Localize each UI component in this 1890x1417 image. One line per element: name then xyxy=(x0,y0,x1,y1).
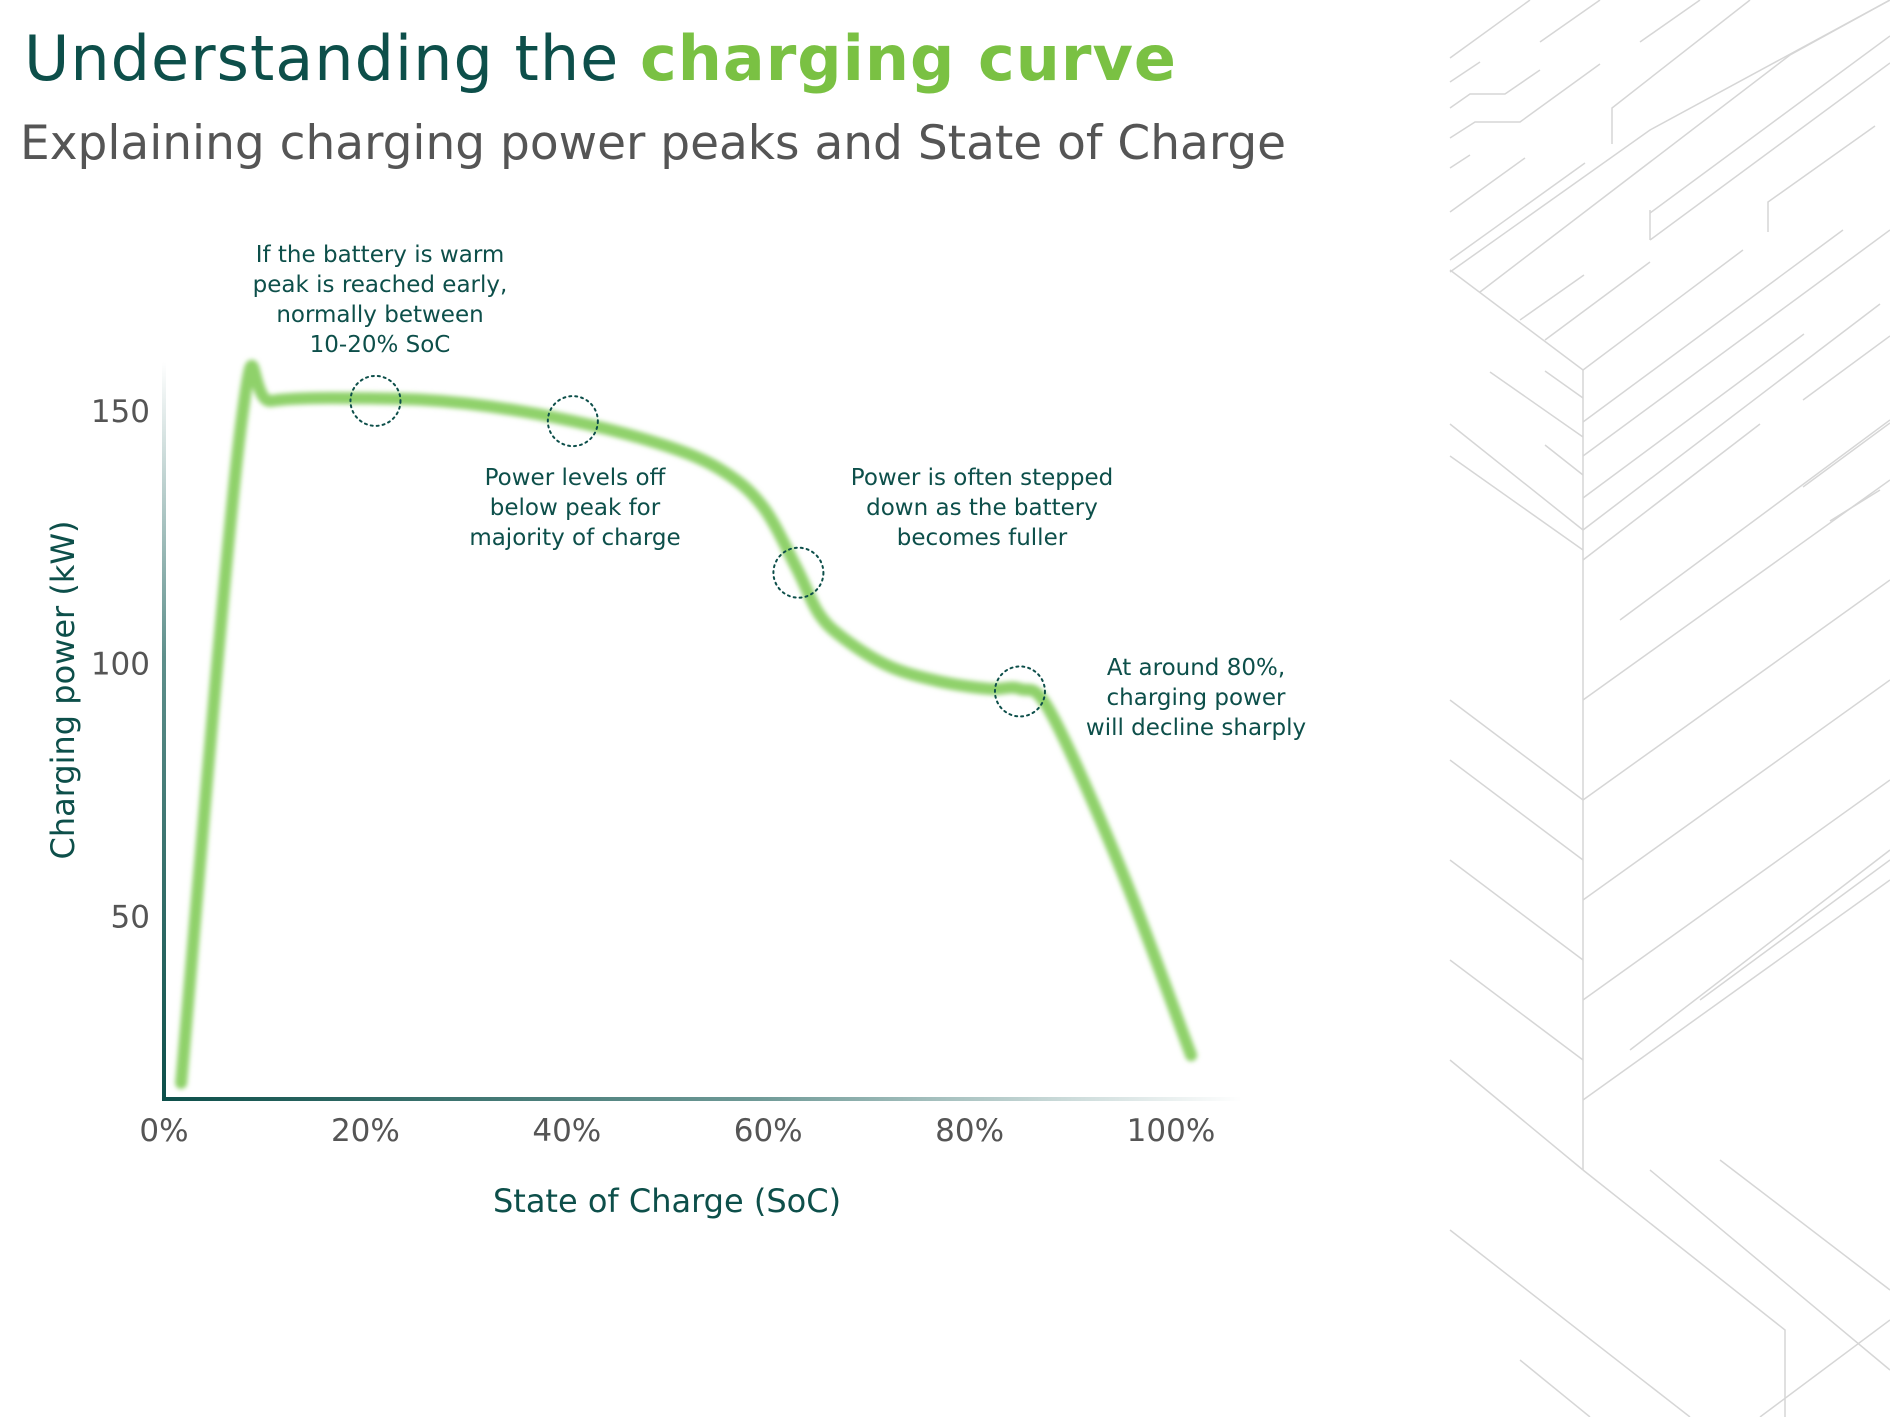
decorative-line xyxy=(1767,125,1876,232)
decorative-line xyxy=(1449,1059,1584,1171)
decorative-line xyxy=(1449,423,1584,531)
x-axis-line xyxy=(162,1097,1242,1101)
y-axis-line xyxy=(162,362,166,1101)
charging-curve-line xyxy=(175,359,1198,1090)
annotation-line: Power is often stepped xyxy=(851,465,1113,491)
decorative-line xyxy=(1759,1319,1890,1417)
decorative-line xyxy=(1649,62,1890,241)
decorative-line xyxy=(1479,0,1890,293)
y-tick-label: 50 xyxy=(111,899,150,935)
page-subtitle: Explaining charging power peaks and Stat… xyxy=(20,116,1287,171)
annotation-line: peak is reached early, xyxy=(253,272,508,298)
y-tick-label: 150 xyxy=(91,394,150,430)
decorative-line xyxy=(1519,274,1585,321)
highlight-circle xyxy=(772,546,825,599)
annotation: If the battery is warm peak is reached ea… xyxy=(253,242,508,358)
highlight-circle xyxy=(349,374,402,427)
decorative-line xyxy=(1719,1159,1890,1291)
decorative-line xyxy=(1582,249,1744,371)
decorative-line xyxy=(1639,0,1701,43)
decorative-line xyxy=(1582,679,1890,901)
annotation-line: becomes fuller xyxy=(897,525,1068,551)
decorative-line xyxy=(1449,63,1601,139)
decorative-line-pattern xyxy=(1449,0,1890,1417)
x-tick-label: 100% xyxy=(1127,1113,1216,1149)
decorative-line xyxy=(1489,371,1584,438)
annotation-line: will decline sharply xyxy=(1086,715,1306,741)
annotation-line: normally between xyxy=(276,302,483,328)
decorative-line xyxy=(1449,157,1526,213)
decorative-line xyxy=(1449,1229,1691,1417)
x-tick-label: 40% xyxy=(532,1113,601,1149)
decorative-line xyxy=(1449,455,1584,551)
annotation: At around 80%, charging power will decline… xyxy=(1086,655,1306,741)
decorative-line xyxy=(1699,859,1890,1001)
annotation: Power levels off below peak for majority o… xyxy=(469,465,680,551)
decorative-line xyxy=(1449,759,1584,861)
decorative-line xyxy=(1802,335,1890,401)
decorative-line xyxy=(1449,0,1531,59)
page-title: Understanding the charging curve xyxy=(24,22,1177,95)
annotation-line: If the battery is warm xyxy=(256,242,505,268)
decorative-line xyxy=(1449,699,1584,801)
title-highlight: charging curve xyxy=(639,22,1177,95)
decorative-line xyxy=(1582,879,1890,1101)
title-plain: Understanding the xyxy=(24,22,640,95)
annotation: Power is often stepped down as the batter… xyxy=(851,465,1113,551)
decorative-line xyxy=(1649,1169,1890,1371)
decorative-line xyxy=(1582,229,1844,423)
decorative-line xyxy=(1449,162,1586,261)
x-axis-label: State of Charge (SoC) xyxy=(493,1182,841,1220)
decorative-line xyxy=(1449,154,1471,169)
decorative-line xyxy=(1619,419,1890,621)
decorative-line xyxy=(1582,303,1881,531)
decorative-line xyxy=(1629,849,1890,1051)
decorative-line xyxy=(1611,0,1751,144)
annotation-line: 10-20% SoC xyxy=(310,332,451,358)
decorative-line xyxy=(1449,959,1584,1061)
decorative-line xyxy=(1449,859,1584,961)
decorative-line xyxy=(1449,0,1890,273)
annotation-line: Power levels off xyxy=(485,465,667,491)
decorative-line xyxy=(1519,1359,1591,1417)
decorative-line xyxy=(1802,422,1890,488)
decorative-line xyxy=(1582,779,1890,1001)
annotation-line: majority of charge xyxy=(469,525,680,551)
decorative-line xyxy=(1582,333,1805,499)
x-tick-label: 60% xyxy=(734,1113,803,1149)
y-axis-label: Charging power (kW) xyxy=(44,520,82,859)
annotation-line: At around 80%, xyxy=(1107,655,1285,681)
annotation-line: down as the battery xyxy=(866,495,1098,521)
decorative-line xyxy=(1582,229,1890,457)
x-tick-label: 80% xyxy=(935,1113,1004,1149)
decorative-line xyxy=(1544,444,1584,476)
x-tick-label: 0% xyxy=(139,1113,188,1149)
y-tick-label: 100 xyxy=(91,647,150,683)
decorative-line xyxy=(1649,35,1890,214)
decorative-line xyxy=(1582,1169,1786,1417)
decorative-line xyxy=(1449,61,1481,83)
highlight-circle xyxy=(546,395,599,448)
decorative-line xyxy=(1449,269,1584,371)
decorative-line xyxy=(1544,370,1584,399)
annotation-line: charging power xyxy=(1107,685,1286,711)
decorative-line xyxy=(1539,0,1601,43)
highlight-circle xyxy=(993,665,1046,718)
decorative-line xyxy=(1544,261,1651,341)
decorative-line xyxy=(1582,579,1890,801)
annotation-line: below peak for xyxy=(490,495,661,521)
decorative-line xyxy=(1582,423,1761,561)
decorative-line xyxy=(1449,69,1541,109)
x-tick-label: 20% xyxy=(331,1113,400,1149)
decorative-line xyxy=(1582,479,1890,701)
